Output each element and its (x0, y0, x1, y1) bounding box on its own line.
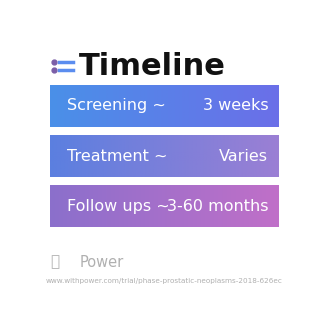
Text: Screening ~: Screening ~ (67, 98, 166, 113)
Text: 3-60 months: 3-60 months (167, 199, 268, 214)
Text: 3 weeks: 3 weeks (203, 98, 268, 113)
FancyBboxPatch shape (44, 129, 284, 183)
FancyBboxPatch shape (44, 180, 284, 234)
Text: Treatment ~: Treatment ~ (67, 149, 168, 164)
Text: Timeline: Timeline (78, 52, 225, 81)
Text: www.withpower.com/trial/phase-prostatic-neoplasms-2018-626ec: www.withpower.com/trial/phase-prostatic-… (45, 278, 283, 284)
FancyBboxPatch shape (44, 79, 284, 133)
Text: Varies: Varies (219, 149, 268, 164)
Text: Power: Power (80, 255, 124, 269)
Text: Follow ups ~: Follow ups ~ (67, 199, 170, 214)
Text: ⛡: ⛡ (50, 255, 60, 269)
